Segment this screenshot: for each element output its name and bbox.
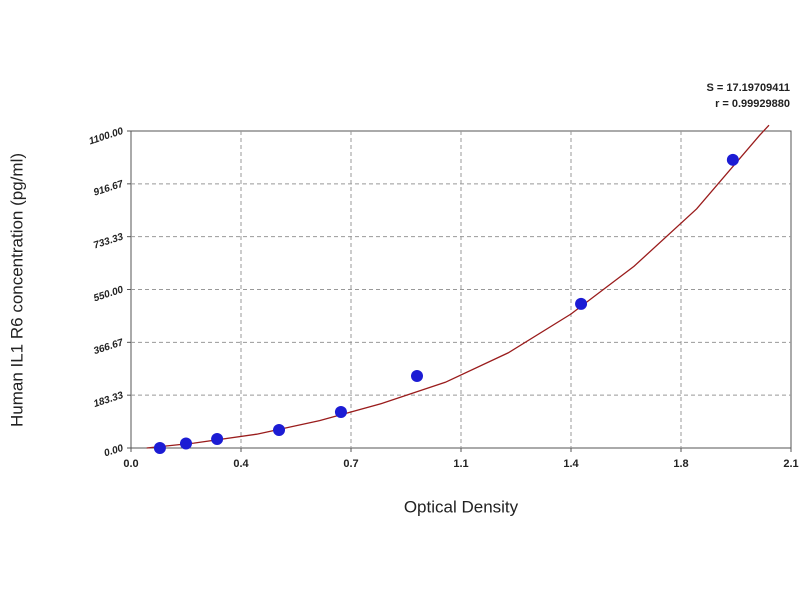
- y-axis-title: Human IL1 R6 concentration (pg/ml): [7, 153, 26, 427]
- data-point: [575, 297, 588, 310]
- y-tick-label: 183.33: [92, 390, 125, 410]
- x-tick-label: 0.0: [123, 458, 138, 470]
- x-tick-label: 1.1: [453, 458, 468, 470]
- x-tick-label: 0.4: [233, 458, 249, 470]
- stat-s: S = 17.19709411: [707, 82, 791, 94]
- fit-curve: [146, 124, 770, 449]
- data-point: [211, 432, 224, 445]
- data-point: [180, 437, 192, 450]
- x-tick-label: 2.1: [783, 458, 798, 470]
- y-tick-label: 733.33: [92, 231, 125, 251]
- stat-r: r = 0.99929880: [715, 98, 790, 110]
- data-point: [334, 405, 347, 418]
- data-point: [153, 442, 166, 454]
- x-tick-label: 1.4: [563, 458, 579, 470]
- x-axis-title: Optical Density: [404, 497, 519, 516]
- data-point: [273, 423, 286, 436]
- data-point: [411, 369, 423, 382]
- y-tick-label: 1100.00: [88, 126, 125, 148]
- y-tick-label: 550.00: [92, 284, 125, 304]
- x-tick-label: 0.7: [343, 458, 358, 470]
- x-tick-label: 1.8: [673, 458, 688, 470]
- y-tick-label: 366.67: [92, 337, 125, 357]
- y-tick-label: 916.67: [92, 179, 125, 199]
- y-tick-label: 0.00: [103, 443, 125, 460]
- data-point: [726, 153, 739, 166]
